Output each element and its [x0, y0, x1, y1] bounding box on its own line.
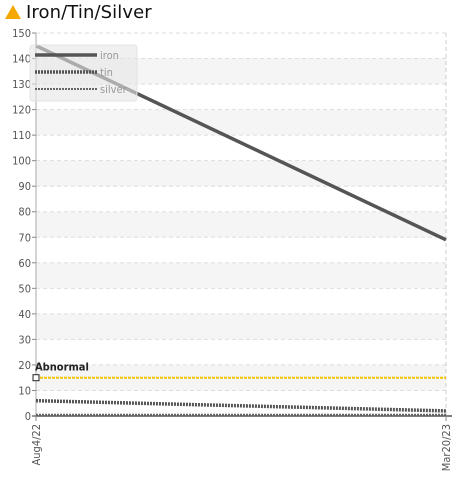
grid-band — [36, 160, 446, 187]
y-tick-label: 50 — [18, 282, 31, 295]
y-tick-label: 100 — [12, 155, 31, 168]
threshold-label: Abnormal — [35, 361, 89, 374]
x-tick-label: Mar20/23 — [440, 424, 453, 471]
y-tick-label: 80 — [18, 206, 31, 219]
legend-label-iron: iron — [100, 49, 119, 62]
y-tick-label: 30 — [18, 333, 31, 346]
y-tick-label: 40 — [18, 308, 31, 321]
legend-label-silver: silver — [100, 83, 128, 96]
abnormal-threshold: Abnormal — [32, 361, 446, 382]
chart-header: Iron/Tin/Silver — [4, 0, 152, 24]
y-tick-label: 110 — [12, 129, 31, 142]
y-tick-label: 20 — [18, 359, 31, 372]
y-tick-label: 60 — [18, 257, 31, 270]
y-tick-label: 120 — [12, 104, 31, 117]
grid-band — [36, 211, 446, 238]
grid-band — [36, 262, 446, 289]
y-tick-label: 150 — [12, 27, 31, 40]
y-tick-label: 70 — [18, 231, 31, 244]
y-tick-label: 90 — [18, 180, 31, 193]
background-bands — [36, 58, 446, 391]
threshold-marker — [32, 374, 40, 382]
series-line-iron — [35, 44, 447, 242]
y-axis-ticks: 0 10 20 30 40 50 60 70 80 90 100 110 120 130 140 150 — [12, 27, 36, 423]
y-tick-label: 130 — [12, 78, 31, 91]
chart-legend: iron tin silver — [29, 44, 138, 102]
chart-title: Iron/Tin/Silver — [26, 1, 152, 23]
grid-band — [36, 364, 446, 391]
series-lines — [35, 44, 447, 416]
legend-label-tin: tin — [100, 66, 113, 79]
legend-box — [29, 44, 138, 102]
gridlines — [32, 32, 452, 417]
grid-band — [36, 109, 446, 136]
warning-triangle-icon — [5, 5, 21, 19]
grid-band — [36, 58, 446, 85]
y-tick-label: 0 — [25, 410, 31, 423]
x-axis-ticks: Aug4/22 Mar20/23 — [30, 416, 453, 471]
y-tick-label: 10 — [18, 384, 31, 397]
grid-band — [36, 313, 446, 340]
x-tick-label: Aug4/22 — [30, 424, 43, 466]
y-tick-label: 140 — [12, 53, 31, 66]
series-line-tin — [35, 398, 447, 413]
